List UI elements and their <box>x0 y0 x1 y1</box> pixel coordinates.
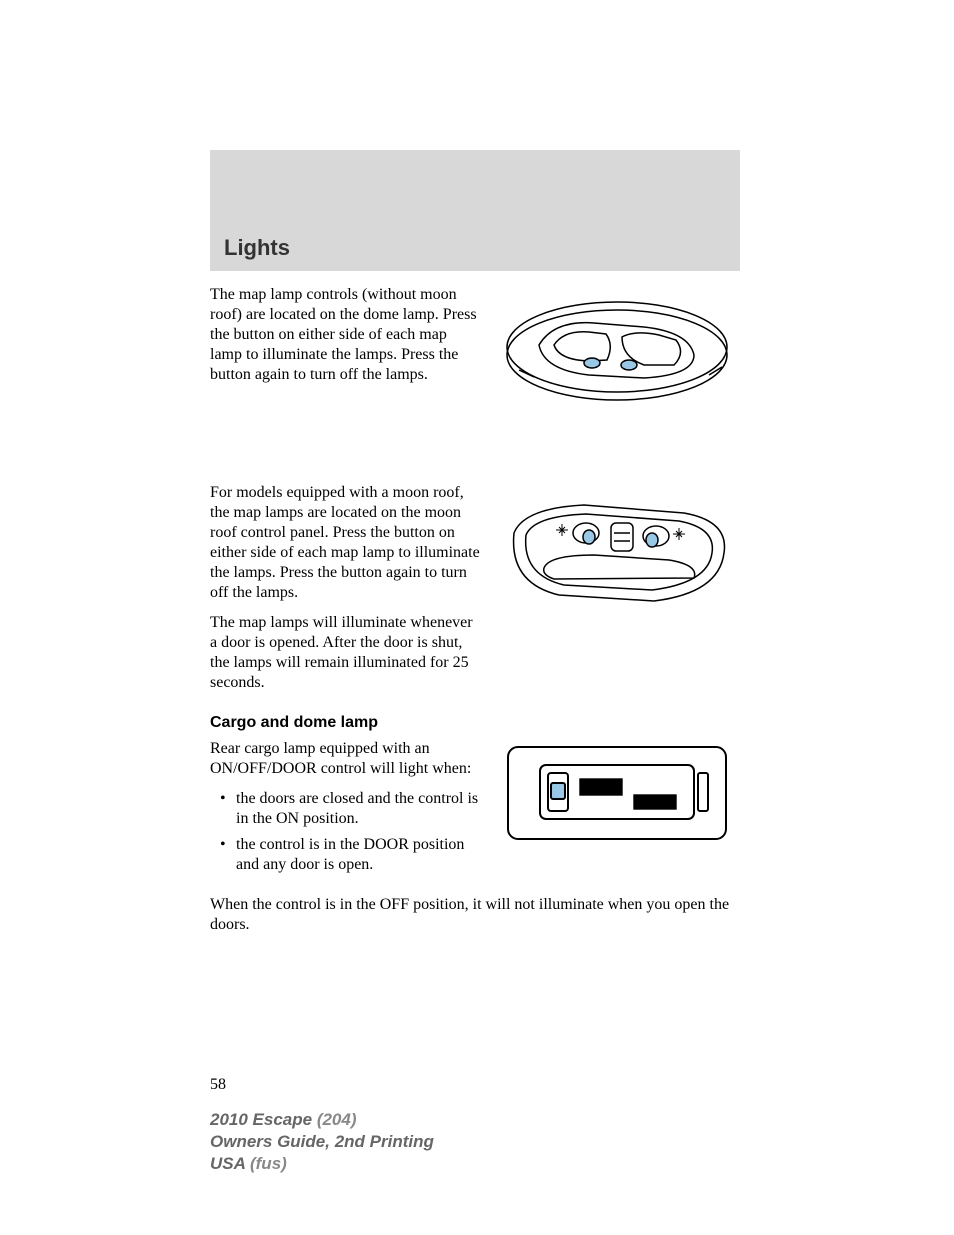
footer-guide: Owners Guide, 2nd Printing <box>210 1131 434 1153</box>
cargo-bullet-list: the doors are closed and the control is … <box>210 789 482 875</box>
diagram-dome-lamp-icon <box>494 285 740 415</box>
section-header-box: Lights <box>210 150 740 271</box>
para-cargo-intro: Rear cargo lamp equipped with an ON/OFF/… <box>210 739 482 779</box>
para-cargo-outro: When the control is in the OFF position,… <box>210 895 740 935</box>
para-maplamp-moonroof: For models equipped with a moon roof, th… <box>210 483 482 603</box>
list-item: the control is in the DOOR position and … <box>224 835 482 875</box>
subheading-cargo-dome: Cargo and dome lamp <box>210 713 740 733</box>
diagram-cargo-lamp-icon <box>494 739 740 849</box>
para-maplamp-timing: The map lamps will illuminate whenever a… <box>210 613 482 693</box>
section-title: Lights <box>224 235 726 261</box>
diagram-moonroof-panel-icon <box>494 483 740 623</box>
footer-model: 2010 Escape <box>210 1110 312 1129</box>
footer-block: 2010 Escape (204) Owners Guide, 2nd Prin… <box>210 1109 434 1175</box>
footer-region: USA <box>210 1154 245 1173</box>
footer-region-code: (fus) <box>245 1154 287 1173</box>
footer-model-code: (204) <box>312 1110 356 1129</box>
list-item: the doors are closed and the control is … <box>224 789 482 829</box>
page-number: 58 <box>210 1075 740 1095</box>
para-maplamp-no-moonroof: The map lamp controls (without moon roof… <box>210 285 482 385</box>
